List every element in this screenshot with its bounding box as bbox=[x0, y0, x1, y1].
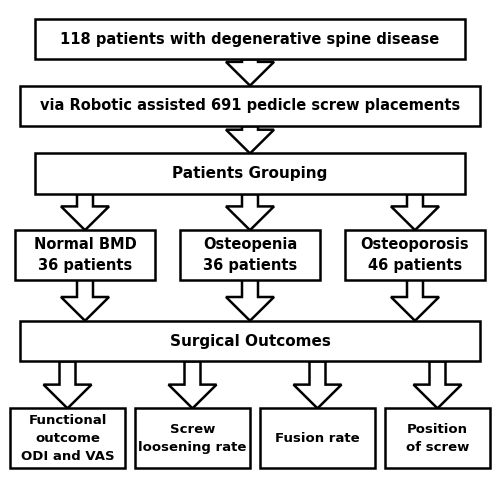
FancyBboxPatch shape bbox=[35, 19, 465, 59]
Polygon shape bbox=[61, 194, 109, 230]
Text: 118 patients with degenerative spine disease: 118 patients with degenerative spine dis… bbox=[60, 32, 440, 47]
Polygon shape bbox=[391, 194, 439, 230]
FancyBboxPatch shape bbox=[35, 153, 465, 194]
FancyBboxPatch shape bbox=[180, 230, 320, 280]
FancyBboxPatch shape bbox=[135, 408, 250, 468]
Text: via Robotic assisted 691 pedicle screw placements: via Robotic assisted 691 pedicle screw p… bbox=[40, 99, 460, 113]
Polygon shape bbox=[226, 194, 274, 230]
Polygon shape bbox=[414, 361, 462, 408]
Text: Patients Grouping: Patients Grouping bbox=[172, 166, 328, 181]
Polygon shape bbox=[168, 361, 216, 408]
Text: Osteoporosis
46 patients: Osteoporosis 46 patients bbox=[360, 237, 470, 273]
Text: Fusion rate: Fusion rate bbox=[275, 432, 360, 445]
FancyBboxPatch shape bbox=[20, 86, 480, 126]
FancyBboxPatch shape bbox=[10, 408, 125, 468]
Text: Screw
loosening rate: Screw loosening rate bbox=[138, 423, 246, 453]
Polygon shape bbox=[226, 126, 274, 153]
Text: Position
of screw: Position of screw bbox=[406, 423, 469, 453]
Text: Surgical Outcomes: Surgical Outcomes bbox=[170, 334, 330, 348]
Text: Functional
outcome
ODI and VAS: Functional outcome ODI and VAS bbox=[20, 414, 114, 462]
Text: Osteopenia
36 patients: Osteopenia 36 patients bbox=[203, 237, 297, 273]
Polygon shape bbox=[294, 361, 342, 408]
Polygon shape bbox=[391, 280, 439, 321]
FancyBboxPatch shape bbox=[385, 408, 490, 468]
Polygon shape bbox=[226, 59, 274, 86]
FancyBboxPatch shape bbox=[345, 230, 485, 280]
FancyBboxPatch shape bbox=[260, 408, 375, 468]
Text: Normal BMD
36 patients: Normal BMD 36 patients bbox=[34, 237, 136, 273]
FancyBboxPatch shape bbox=[20, 321, 480, 361]
Polygon shape bbox=[61, 280, 109, 321]
Polygon shape bbox=[226, 280, 274, 321]
FancyBboxPatch shape bbox=[15, 230, 155, 280]
Polygon shape bbox=[44, 361, 92, 408]
